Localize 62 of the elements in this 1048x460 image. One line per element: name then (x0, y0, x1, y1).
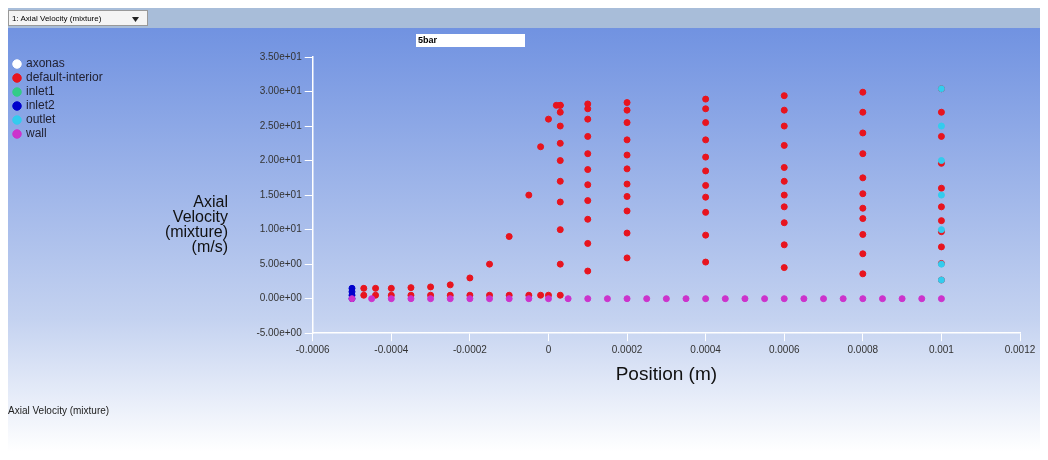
x-tick-label: -0.0004 (374, 343, 409, 355)
point (387, 295, 395, 303)
point (741, 295, 749, 303)
x-tick-label: -0.0002 (452, 343, 488, 355)
point (682, 295, 690, 303)
y-tick-label: 1.00e+01 (259, 223, 303, 235)
point (584, 295, 592, 303)
legend-label: outlet (26, 112, 57, 127)
legend-label: axonas (26, 56, 65, 71)
point (643, 295, 651, 303)
point (427, 295, 435, 303)
point (446, 295, 454, 303)
text: Axial Velocity (mixture) (8, 405, 110, 416)
point (544, 295, 552, 303)
point (780, 295, 788, 303)
y-tick-label: 1.50e+01 (259, 188, 303, 200)
point (937, 122, 945, 130)
point (623, 295, 631, 303)
point (937, 295, 945, 303)
point (407, 295, 415, 303)
point (486, 295, 494, 303)
point (839, 295, 847, 303)
y-tick-label: -5.00e+00 (256, 326, 303, 338)
x-axis-title: Position (m) (615, 362, 718, 384)
y-tick-label: 2.50e+01 (259, 119, 303, 131)
x-tick-label: 0.0006 (768, 343, 800, 355)
legend-label: inlet1 (26, 84, 56, 99)
point (820, 295, 828, 303)
point (702, 295, 710, 303)
x-tick-label: 0 (545, 343, 552, 355)
x-tick-label: 0.0004 (690, 343, 722, 355)
x-tick-label: 0.0008 (847, 343, 879, 355)
legend-label: default-interior (26, 70, 103, 85)
point (878, 295, 886, 303)
point (525, 295, 533, 303)
point (937, 191, 945, 199)
point (761, 295, 769, 303)
point (859, 295, 867, 303)
x-tick-label: 0.0012 (1004, 343, 1036, 355)
point (505, 295, 513, 303)
legend-label: wall (25, 126, 47, 141)
point (662, 295, 670, 303)
y-tick-label: 0.00e+00 (259, 292, 303, 304)
chart-title: 5bar (416, 34, 525, 47)
legend-label: inlet2 (26, 98, 56, 113)
x-tick-label: -0.0006 (295, 343, 331, 355)
point (800, 295, 808, 303)
point (466, 295, 474, 303)
y-tick-label: 5.00e+00 (259, 257, 303, 269)
point (368, 295, 376, 303)
point (603, 295, 611, 303)
point (721, 295, 729, 303)
y-tick-label: 2.00e+01 (259, 154, 303, 166)
x-tick-label: 0.001 (928, 343, 955, 355)
point (564, 295, 572, 303)
y-axis-title: Axial Velocity (mixture) (m/s) (163, 193, 228, 255)
y-tick-label: 3.50e+01 (259, 50, 303, 62)
point (898, 295, 906, 303)
text: 1: Axial Velocity (mixture) (12, 14, 102, 23)
x-tick-label: 0.0002 (611, 343, 643, 355)
y-tick-label: 3.00e+01 (259, 85, 303, 97)
point (918, 295, 926, 303)
